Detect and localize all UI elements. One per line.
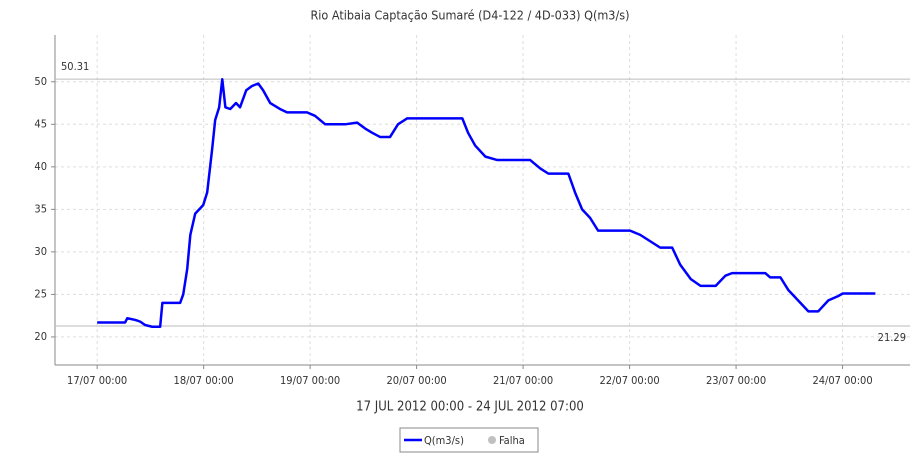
y-tick-label: 30 [34, 245, 47, 258]
x-tick-label: 18/07 00:00 [174, 374, 234, 387]
y-tick-label: 20 [34, 330, 47, 343]
x-tick-label: 17/07 00:00 [67, 374, 127, 387]
legend-box [399, 427, 539, 453]
legend-swatch [488, 436, 496, 444]
chart-title: Rio Atibaia Captação Sumaré (D4-122 / 4D… [310, 8, 629, 23]
data-line [97, 77, 876, 328]
legend-label: Q(m3/s) [424, 434, 464, 447]
y-tick-label: 40 [34, 160, 47, 173]
reference-label: 50.31 [61, 60, 89, 73]
y-tick-label: 50 [34, 75, 47, 88]
x-tick-label: 20/07 00:00 [387, 374, 447, 387]
y-tick-label: 25 [34, 287, 47, 300]
x-tick-label: 19/07 00:00 [280, 374, 340, 387]
x-tick-label: 21/07 00:00 [493, 374, 553, 387]
x-tick-label: 24/07 00:00 [812, 374, 872, 387]
y-tick-label: 45 [34, 117, 47, 130]
x-axis-label: 17 JUL 2012 00:00 - 24 JUL 2012 07:00 [356, 400, 584, 415]
x-tick-label: 22/07 00:00 [599, 374, 659, 387]
legend-label: Falha [499, 434, 525, 447]
y-tick-label: 35 [34, 202, 47, 215]
x-tick-label: 23/07 00:00 [706, 374, 766, 387]
reference-label: 21.29 [878, 331, 906, 344]
